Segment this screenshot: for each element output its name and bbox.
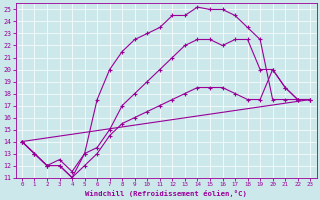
X-axis label: Windchill (Refroidissement éolien,°C): Windchill (Refroidissement éolien,°C) (85, 190, 247, 197)
